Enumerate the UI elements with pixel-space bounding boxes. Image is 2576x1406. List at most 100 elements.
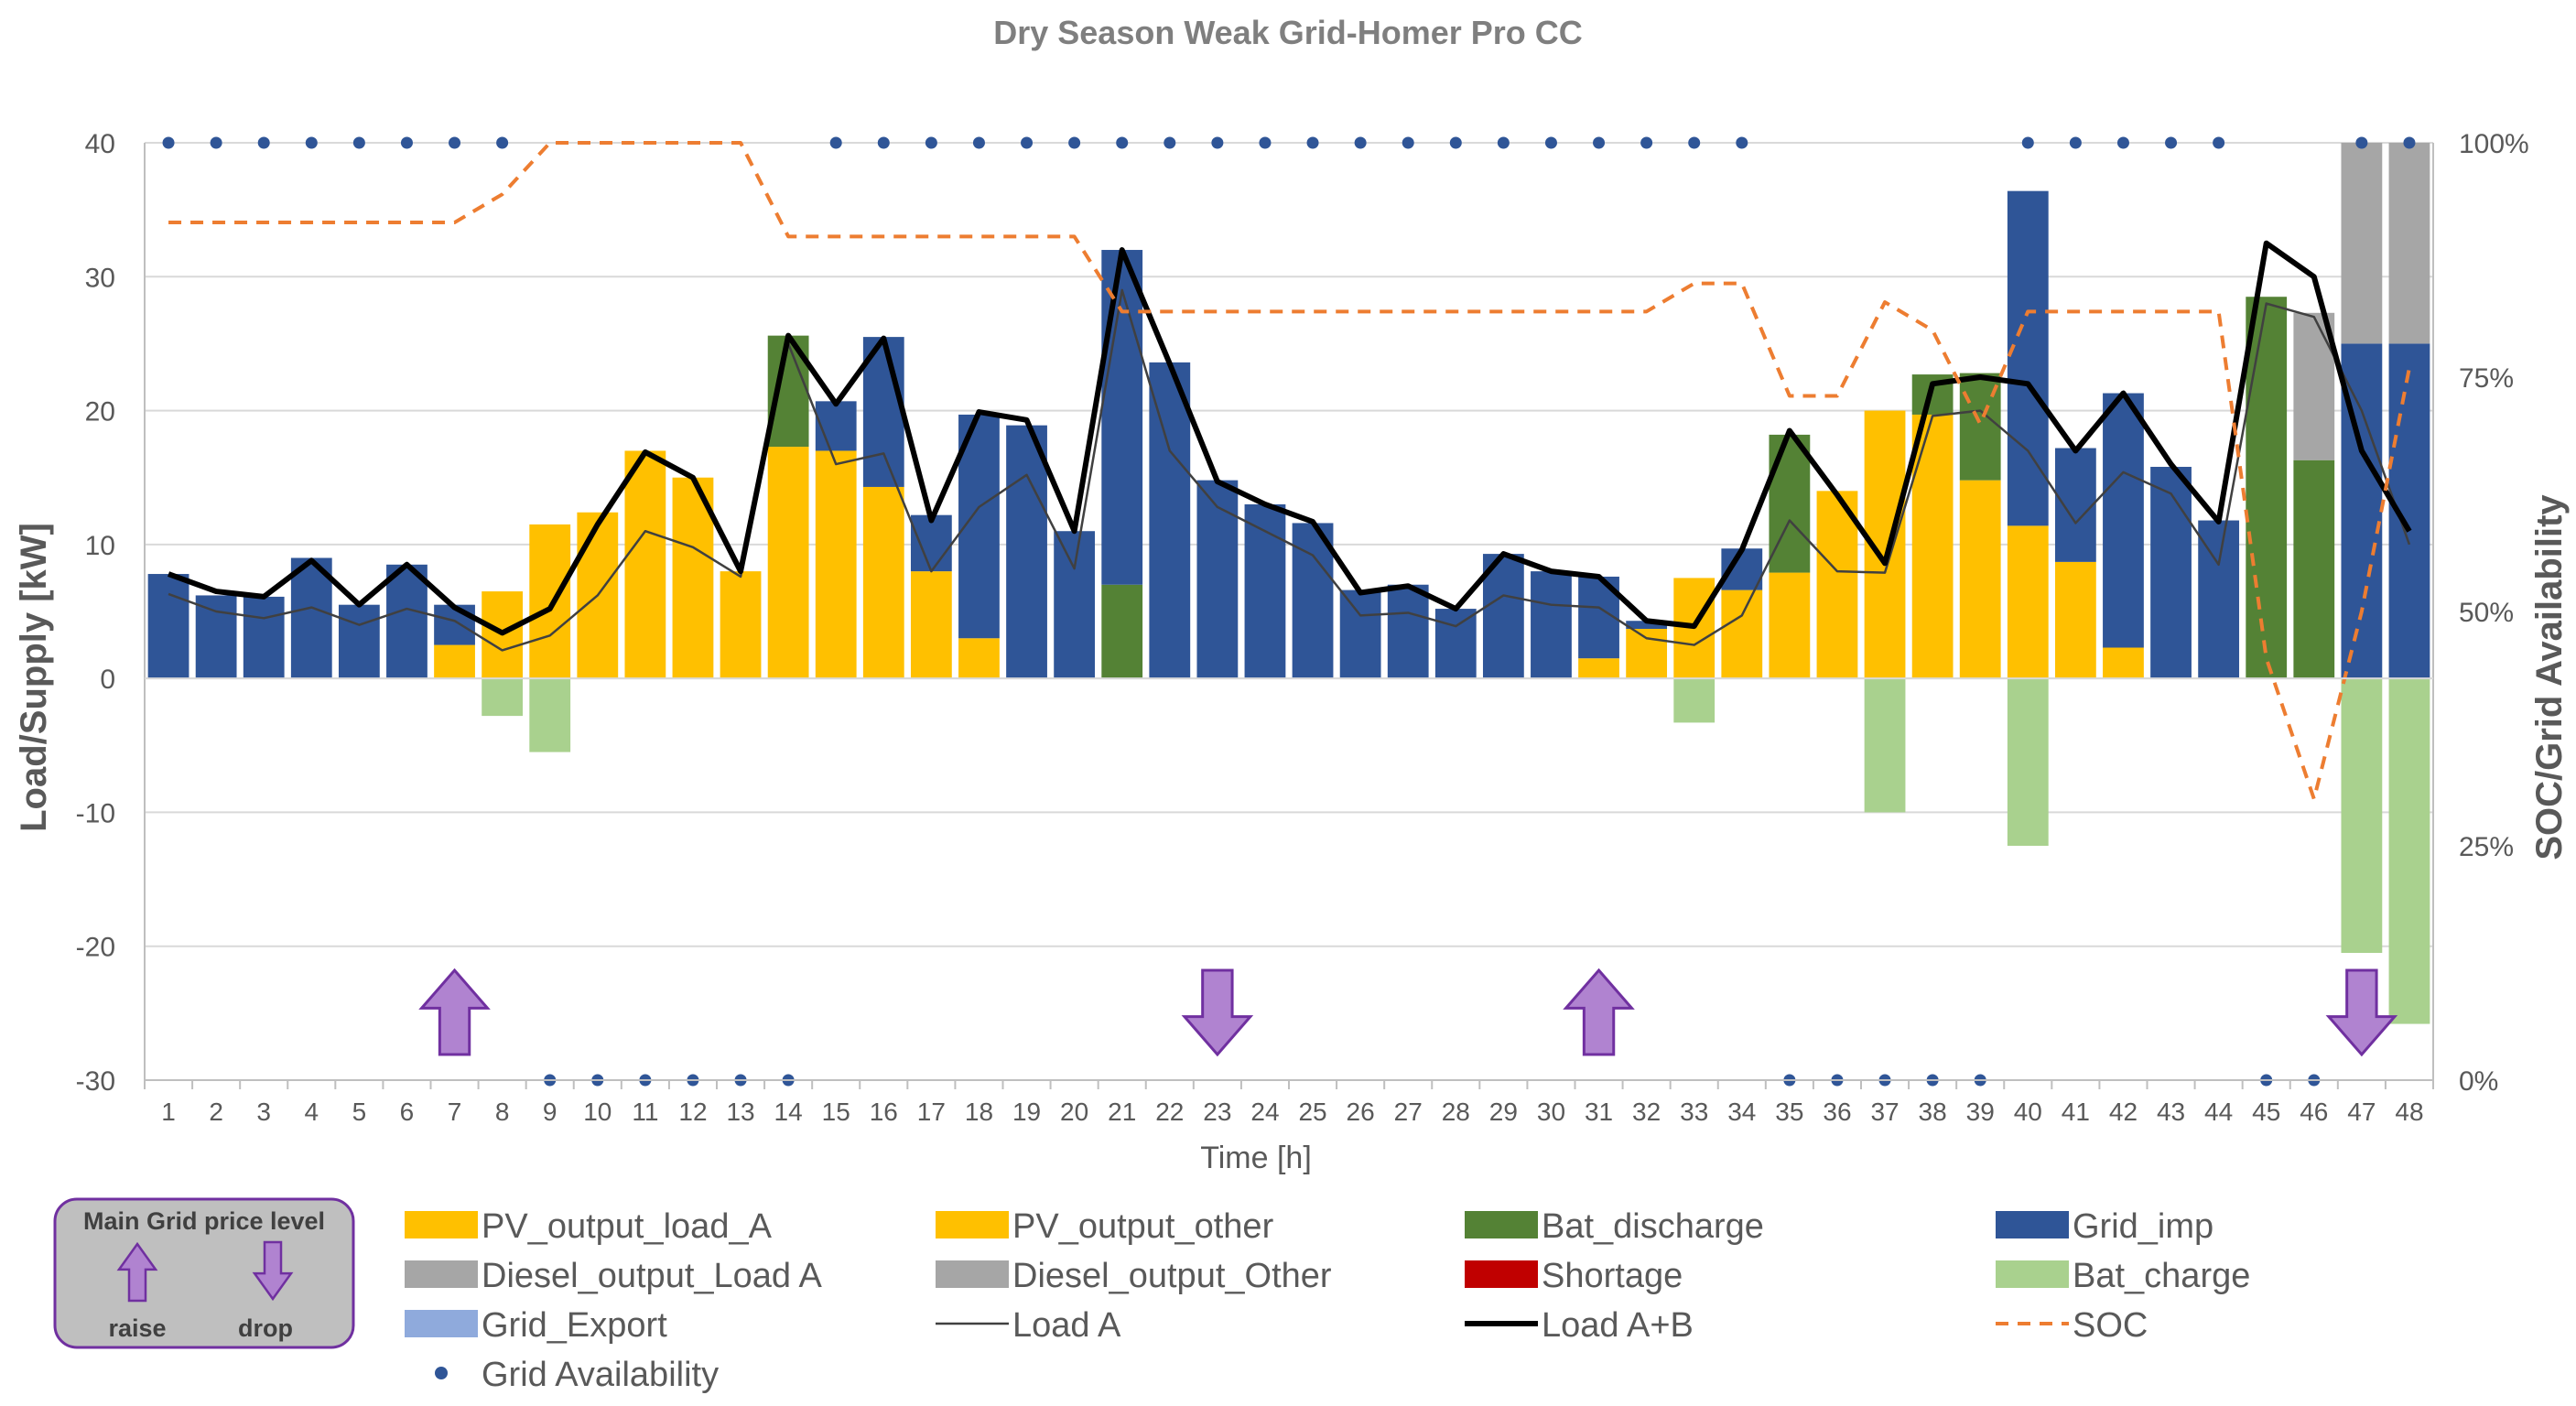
x-tick-label: 26 <box>1347 1098 1375 1126</box>
x-tick-label: 8 <box>495 1098 510 1126</box>
x-tick-label: 13 <box>726 1098 754 1126</box>
y2-tick-label: 0% <box>2459 1066 2498 1097</box>
dot-grid-availability <box>1640 136 1653 149</box>
y-tick-label: 30 <box>85 263 115 293</box>
legend-swatch-grid-export <box>405 1310 478 1337</box>
y-tick-label: 40 <box>85 129 115 159</box>
legend-label-pv-output-other: PV_output_other <box>1012 1207 1274 1246</box>
y2-tick-label: 50% <box>2459 598 2514 628</box>
x-tick-label: 20 <box>1060 1098 1088 1126</box>
dot-grid-availability <box>1497 136 1510 149</box>
x-tick-label: 45 <box>2252 1098 2280 1126</box>
bar-pv-output-load-a <box>1578 658 1619 679</box>
y2-tick-label: 25% <box>2459 832 2514 862</box>
dot-grid-availability <box>449 136 461 149</box>
x-tick-label: 5 <box>352 1098 367 1126</box>
dot-grid-availability <box>257 136 270 149</box>
legend-swatch-pv-output-other <box>936 1211 1009 1238</box>
bar-pv-output-load-a <box>1769 572 1811 679</box>
legend-label-diesel-output-other: Diesel_output_Other <box>1012 1257 1332 1295</box>
bar-bat-charge <box>2388 678 2430 1024</box>
bar-bat-charge <box>1673 678 1716 723</box>
price-legend-box <box>53 1197 355 1349</box>
dot-grid-availability <box>1068 136 1081 149</box>
legend: PV_output_load_A PV_output_other Bat_disch… <box>405 1207 2250 1394</box>
x-tick-label: 47 <box>2347 1098 2376 1126</box>
bar-grid-imp <box>195 595 237 679</box>
y-tick-label: 20 <box>85 397 115 427</box>
bar-bat-charge <box>2007 678 2049 846</box>
price-legend: Main Grid price level raise drop <box>53 1197 355 1349</box>
bar-grid-imp <box>815 401 857 451</box>
dot-grid-availability <box>2213 136 2225 149</box>
y2-axis-label: SOC/Grid Availability <box>2529 494 2570 860</box>
dot-grid-availability <box>162 136 175 149</box>
x-tick-label: 23 <box>1203 1098 1231 1126</box>
y-tick-label: -30 <box>76 1066 115 1097</box>
x-tick-label: 33 <box>1680 1098 1708 1126</box>
price-drop-arrow-icon <box>2325 968 2398 1057</box>
x-tick-label: 39 <box>1966 1098 1995 1126</box>
dot-grid-availability <box>352 136 365 149</box>
x-tick-label: 31 <box>1585 1098 1613 1126</box>
bar-pv-output-load-a <box>529 524 571 679</box>
bar-bat-discharge <box>1769 434 1811 573</box>
dot-grid-availability <box>1164 136 1176 149</box>
legend-swatch-bat-discharge <box>1465 1211 1538 1238</box>
bar-grid-imp <box>2198 520 2240 679</box>
x-tick-label: 30 <box>1537 1098 1565 1126</box>
bar-grid-imp <box>910 514 952 572</box>
lines <box>168 141 2412 801</box>
x-axis-label: Time [h] <box>1200 1141 1312 1175</box>
x-tick-label: 35 <box>1775 1098 1803 1126</box>
bar-bat-charge <box>529 678 571 752</box>
dot-grid-availability <box>2165 136 2178 149</box>
dot-grid-availability <box>305 136 318 149</box>
x-tick-label: 34 <box>1727 1098 1756 1126</box>
dot-grid-availability <box>2403 136 2416 149</box>
bar-pv-output-load-a <box>958 638 1000 679</box>
x-tick-label: 12 <box>678 1098 707 1126</box>
raise-arrow-icon <box>116 1241 158 1303</box>
x-tick-label: 24 <box>1250 1098 1279 1126</box>
price-raise-arrow-icon <box>418 968 491 1056</box>
bar-bat-charge <box>2341 678 2383 954</box>
y-tick-label: 0 <box>100 665 115 695</box>
dot-grid-availability <box>1736 136 1748 149</box>
x-tick-label: 25 <box>1298 1098 1326 1126</box>
price-raise-arrow-icon <box>1563 968 1635 1056</box>
y-tick-label: 10 <box>85 531 115 561</box>
x-tick-label: 43 <box>2157 1098 2185 1126</box>
x-tick-label: 40 <box>2014 1098 2042 1126</box>
bar-pv-output-load-a <box>434 644 475 679</box>
bar-pv-output-load-a <box>1626 629 1668 679</box>
legend-label-grid-availability: Grid Availability <box>482 1356 719 1394</box>
drop-arrow-icon <box>252 1240 294 1302</box>
dot-grid-availability <box>2355 136 2368 149</box>
bar-pv-output-load-a <box>1959 480 2001 679</box>
price-legend-title: Main Grid price level <box>83 1207 325 1235</box>
x-tick-label: 44 <box>2204 1098 2233 1126</box>
bar-grid-imp <box>1339 589 1381 679</box>
bar-pv-output-load-a <box>767 447 809 679</box>
dot-grid-availability <box>1116 136 1129 149</box>
x-tick-label: 36 <box>1823 1098 1851 1126</box>
x-tick-label: 19 <box>1012 1098 1041 1126</box>
bar-grid-imp <box>386 564 428 679</box>
bar-pv-output-load-a <box>862 486 904 679</box>
dot-grid-availability <box>210 136 222 149</box>
legend-swatch-diesel-output-other <box>936 1260 1009 1288</box>
price-legend-drop: drop <box>238 1314 293 1342</box>
bar-grid-imp <box>1531 571 1572 679</box>
bar-pv-output-load-a <box>1816 491 1858 679</box>
dot-grid-availability <box>2116 136 2129 149</box>
x-tick-label: 41 <box>2062 1098 2090 1126</box>
dot-grid-availability <box>829 136 842 149</box>
bar-pv-output-load-a <box>1721 589 1763 679</box>
bar-grid-imp <box>1149 362 1191 679</box>
dot-grid-availability <box>496 136 509 149</box>
bar-grid-imp <box>2054 448 2096 562</box>
bar-pv-output-load-a <box>672 477 714 679</box>
